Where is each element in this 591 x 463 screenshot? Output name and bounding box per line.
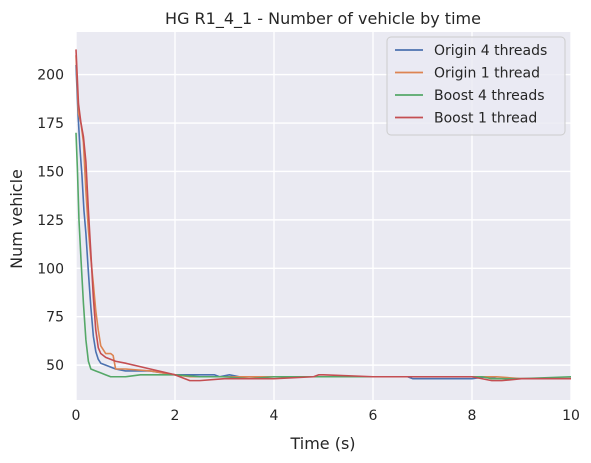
series-line-4 [75,49,571,382]
legend: Origin 4 threads Origin 1 thread Boost 4 t… [386,36,566,136]
x-tick-label: 0 [72,408,81,424]
legend-label: Boost 1 thread [434,111,537,127]
x-tick-label: 6 [369,408,378,424]
y-tick-label: 150 [37,164,64,180]
legend-label: Boost 4 threads [434,88,545,104]
y-tick-label: 175 [37,116,64,132]
chart-title: HG R1_4_1 - Number of vehicle by time [165,9,481,29]
x-axis-ticks: 0 2 4 6 8 10 [72,408,580,424]
y-tick-label: 200 [37,68,64,84]
x-tick-label: 10 [562,408,580,424]
legend-label: Origin 4 threads [434,43,547,59]
x-axis-label: Time (s) [289,434,355,453]
x-tick-label: 4 [270,408,279,424]
y-tick-label: 100 [37,261,64,277]
y-axis-ticks: 50 75 100 125 150 175 200 [37,68,64,375]
legend-box [386,36,566,136]
x-tick-label: 2 [171,408,180,424]
x-tick-label: 8 [468,408,477,424]
grid-lines [75,32,572,400]
series-lines [75,49,572,382]
legend-label: Origin 1 thread [434,66,540,82]
y-tick-label: 125 [37,213,64,229]
y-tick-label: 50 [46,358,64,374]
y-tick-label: 75 [46,310,64,326]
y-axis-label: Num vehicle [7,169,26,269]
